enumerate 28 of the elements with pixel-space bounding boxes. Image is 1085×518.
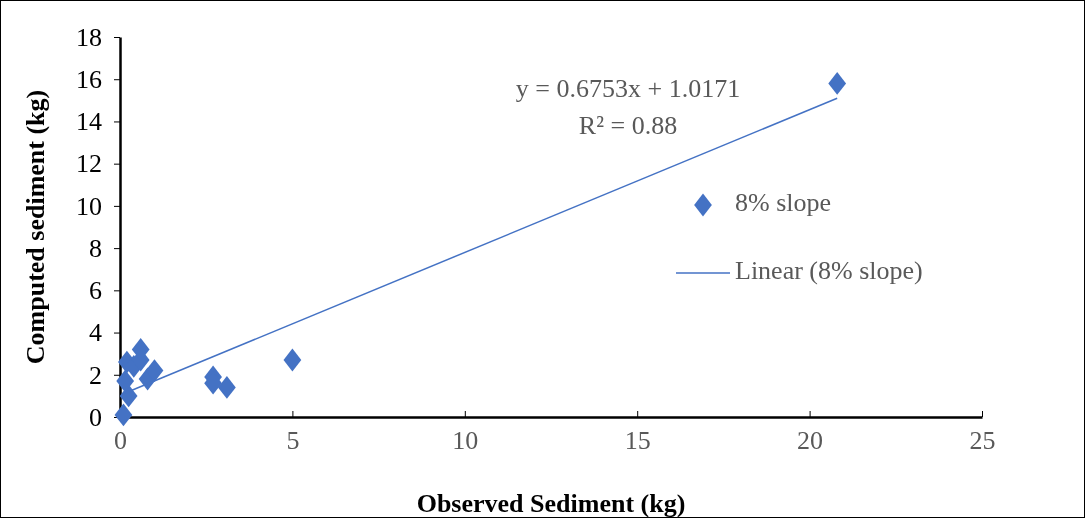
x-tick-label: 25 — [969, 426, 996, 456]
point — [116, 369, 135, 393]
legend-label: Linear (8% slope) — [735, 255, 923, 285]
y-tick-label: 16 — [76, 65, 102, 95]
annotation: R² = 0.88 — [578, 110, 678, 140]
point — [114, 403, 133, 427]
y-tick-label: 12 — [76, 149, 102, 179]
y-axis-title: Computed sediment (kg) — [21, 89, 50, 365]
y-tick-label: 6 — [89, 276, 102, 306]
x-tick-label: 5 — [286, 426, 300, 456]
point — [828, 72, 847, 95]
x-tick-label: 10 — [452, 426, 479, 456]
y-tick-label: 0 — [89, 402, 102, 432]
y-tick-label: 8 — [89, 233, 102, 263]
annotation: y = 0.6753x + 1.0171 — [515, 73, 741, 103]
legend-label: 8% slope — [735, 187, 832, 217]
point — [145, 359, 164, 382]
y-tick-label: 2 — [89, 360, 102, 390]
point — [283, 348, 302, 372]
y-tick-label: 10 — [76, 191, 102, 221]
x-axis-title: Observed Sediment (kg) — [416, 489, 686, 518]
y-tick-label: 18 — [76, 22, 102, 52]
y-tick-label: 4 — [89, 318, 102, 348]
x-tick-label: 20 — [797, 426, 824, 456]
x-tick-label: 0 — [114, 426, 127, 456]
point — [218, 376, 236, 399]
y-tick-label: 14 — [76, 107, 102, 137]
x-tick-label: 15 — [624, 426, 651, 456]
